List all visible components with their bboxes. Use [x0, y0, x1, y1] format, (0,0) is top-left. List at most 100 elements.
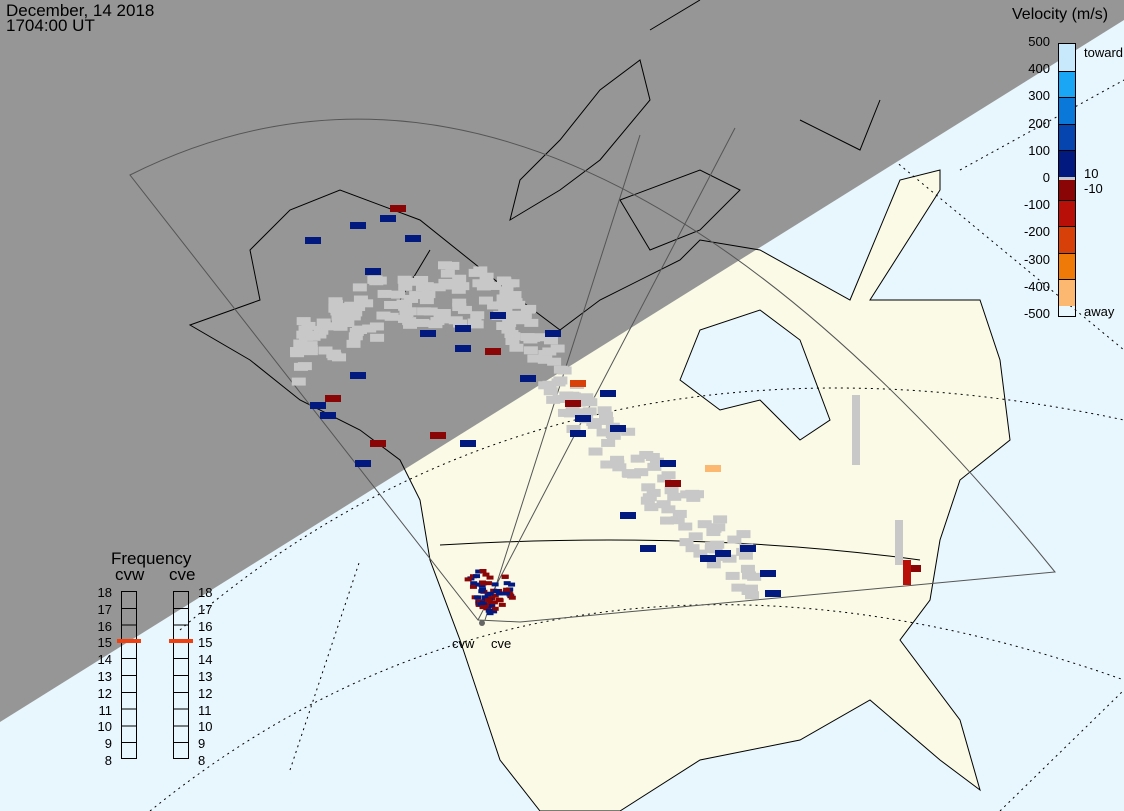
frequency-title: Frequency — [111, 549, 192, 568]
scatter-cell — [715, 550, 731, 557]
scatter-cell — [706, 560, 721, 569]
scatter-cell — [310, 402, 326, 409]
scatter-cell — [391, 290, 406, 299]
scatter-cell — [365, 268, 381, 275]
scatter-cell — [348, 332, 363, 341]
scatter-cell — [491, 593, 499, 598]
scatter-cell — [505, 336, 520, 345]
scatter-cell — [502, 318, 517, 327]
scatter-cell — [346, 339, 361, 348]
scatter-cell — [667, 492, 682, 501]
scatter-cell — [293, 339, 308, 348]
scatter-cell — [741, 571, 756, 580]
scatter-cell — [506, 332, 521, 341]
scatter-cell — [736, 530, 751, 539]
velocity-tick: 200 — [1028, 115, 1050, 131]
scatter-cell — [396, 299, 411, 308]
scatter-cell — [640, 496, 655, 505]
scatter-cell — [397, 275, 412, 284]
scatter-cell — [640, 545, 656, 552]
scatter-cell — [464, 577, 472, 582]
scatter-cell — [419, 282, 434, 291]
velocity-tick: -500 — [1023, 306, 1050, 321]
scatter-cell — [501, 574, 509, 579]
scatter-cell — [610, 425, 626, 432]
scatter-cell — [516, 313, 531, 322]
scatter-cell — [384, 312, 399, 321]
velocity-tick: 400 — [1028, 61, 1050, 77]
frequency-tick: 11 — [198, 702, 212, 718]
scatter-cell — [509, 343, 524, 352]
scatter-cell — [352, 283, 367, 292]
upper-threshold: 10 — [1084, 166, 1099, 181]
scatter-cell — [296, 330, 311, 339]
scatter-cell — [472, 279, 487, 288]
scatter-cell — [508, 595, 516, 600]
scatter-cell — [421, 290, 436, 299]
scatter-cell — [503, 581, 511, 586]
scatter-cell — [496, 294, 511, 303]
freq-radar-cvw: cvw — [115, 565, 145, 584]
scatter-cell — [547, 357, 562, 366]
scatter-cell — [740, 564, 755, 573]
scatter-cell — [478, 296, 493, 305]
scatter-cell — [704, 541, 719, 550]
scatter-cell — [502, 589, 510, 594]
frequency-tick: 14 — [198, 652, 213, 668]
scatter-cell — [473, 574, 481, 579]
frequency-tick: 11 — [98, 702, 113, 718]
scatter-cell — [298, 325, 313, 334]
scatter-cell — [599, 416, 614, 425]
scatter-cell — [534, 333, 549, 342]
hudson-bay — [679, 309, 831, 441]
scatter-cell — [350, 222, 366, 229]
scatter-cell — [566, 424, 581, 433]
scatter-cell — [575, 415, 591, 422]
scatter-cell — [577, 394, 592, 403]
scatter-cell — [320, 412, 336, 419]
lower-threshold: -10 — [1084, 181, 1103, 196]
scatter-cell — [430, 432, 446, 439]
velocity-tick: -400 — [1023, 278, 1050, 294]
scatter-cell — [351, 325, 366, 334]
scatter-cell — [481, 595, 489, 600]
scatter-cell — [488, 596, 496, 601]
scatter-cell — [731, 583, 746, 592]
frequency-tick: 15 — [198, 635, 213, 651]
scatter-cell — [713, 515, 728, 524]
frequency-tick: 9 — [104, 736, 112, 752]
scatter-cell — [436, 315, 451, 324]
scatter-cell — [606, 431, 621, 440]
scatter-cell — [507, 291, 522, 300]
scatter-cell — [740, 545, 756, 552]
scatter-cell — [657, 474, 672, 483]
scatter-cell — [318, 346, 333, 355]
scatter-cell — [491, 582, 499, 587]
colorbar-segment — [1059, 70, 1075, 97]
frequency-tick: 8 — [104, 753, 112, 768]
scatter-cell — [479, 581, 487, 586]
scatter-cell — [551, 378, 566, 387]
frequency-marker — [169, 639, 193, 644]
scatter-cell — [475, 569, 483, 574]
scatter-cell — [486, 575, 494, 580]
scatter-cell — [362, 324, 377, 333]
scatter-cell — [630, 454, 645, 463]
colorbar-segment — [1059, 97, 1075, 124]
scatter-cell — [436, 309, 451, 318]
velocity-tick: -100 — [1023, 197, 1050, 213]
scatter-cell — [495, 591, 503, 596]
velocity-colorbar — [1058, 43, 1076, 317]
scatter-cell — [490, 312, 506, 319]
velocity-tick: -300 — [1023, 251, 1050, 267]
scatter-cell — [705, 465, 721, 472]
scatter-cell — [563, 409, 578, 418]
scatter-cell — [600, 460, 615, 469]
scatter-cell — [707, 524, 722, 533]
arctic-islands — [509, 0, 881, 251]
scatter-cell — [744, 584, 759, 593]
scatter-cell — [621, 427, 636, 436]
scatter-cell — [646, 488, 661, 497]
radar-label-cve: cve — [491, 636, 512, 651]
scatter-cell — [903, 560, 911, 585]
